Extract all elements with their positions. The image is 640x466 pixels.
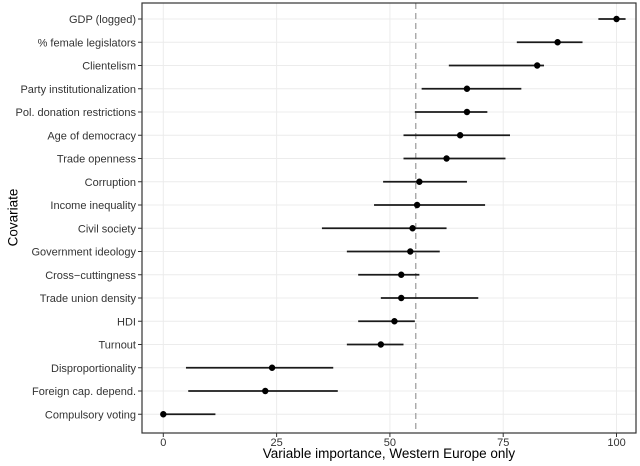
data-point bbox=[534, 62, 541, 69]
panel-background bbox=[142, 3, 636, 433]
data-point bbox=[463, 85, 471, 92]
y-tick-label: Clientelism bbox=[82, 61, 136, 73]
y-tick-label: Cross−cuttingness bbox=[45, 270, 136, 282]
data-point bbox=[613, 15, 620, 23]
data-point bbox=[160, 411, 167, 418]
data-point bbox=[413, 201, 421, 209]
data-point bbox=[416, 178, 423, 185]
y-tick-label: Pol. donation restrictions bbox=[16, 107, 137, 119]
x-tick-label: 75 bbox=[497, 437, 509, 449]
y-tick-label: Civil society bbox=[78, 223, 137, 235]
x-tick-label: 25 bbox=[270, 437, 282, 449]
data-point bbox=[407, 248, 414, 255]
x-axis-title: Variable importance, Western Europe only bbox=[262, 446, 516, 461]
data-point bbox=[398, 271, 405, 278]
data-point bbox=[262, 387, 269, 395]
y-tick-label: Foreign cap. depend. bbox=[32, 386, 136, 398]
y-tick-label: GDP (logged) bbox=[69, 14, 136, 26]
y-tick-label: Age of democracy bbox=[47, 130, 136, 142]
data-point bbox=[391, 318, 398, 325]
y-tick-label: % female legislators bbox=[38, 37, 137, 49]
data-point bbox=[398, 294, 405, 302]
y-tick-label: Income inequality bbox=[50, 200, 136, 212]
panel-border bbox=[141, 2, 637, 434]
data-point bbox=[554, 39, 561, 46]
data-point bbox=[409, 225, 416, 232]
y-tick-label: Turnout bbox=[98, 340, 136, 352]
y-tick-label: HDI bbox=[117, 316, 136, 328]
y-tick-label: Party institutionalization bbox=[20, 84, 136, 96]
data-point bbox=[268, 364, 276, 371]
data-point bbox=[443, 155, 450, 162]
y-tick-label: Corruption bbox=[85, 177, 136, 189]
y-tick-label: Trade union density bbox=[40, 293, 137, 305]
x-tick-label: 0 bbox=[160, 437, 166, 449]
y-tick-label: Trade openness bbox=[57, 154, 137, 166]
x-tick-label: 50 bbox=[384, 437, 396, 449]
data-point bbox=[456, 132, 464, 139]
y-tick-label: Compulsory voting bbox=[45, 409, 136, 421]
y-tick-label: Government ideology bbox=[31, 247, 136, 259]
data-point bbox=[377, 341, 385, 348]
y-axis-title: Covariate bbox=[5, 188, 21, 247]
data-point bbox=[463, 108, 471, 116]
x-tick-label: 100 bbox=[607, 437, 625, 449]
y-tick-label: Disproportionality bbox=[51, 363, 136, 375]
